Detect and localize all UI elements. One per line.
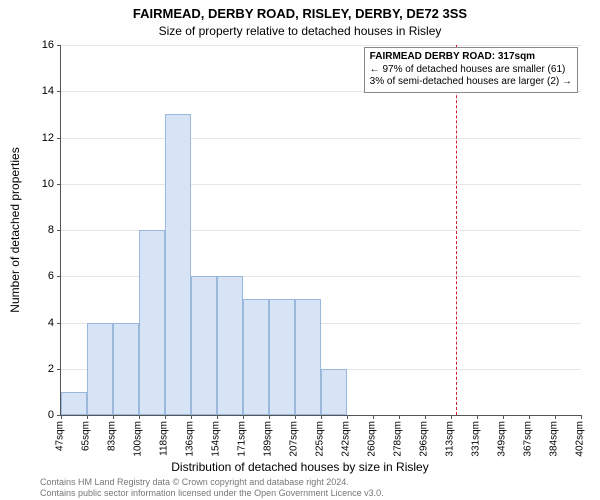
- ytick-mark: [57, 45, 61, 46]
- xtick-label: 384sqm: [549, 421, 560, 457]
- ytick-mark: [57, 323, 61, 324]
- xtick-mark: [373, 415, 374, 419]
- xtick-mark: [269, 415, 270, 419]
- legend-line2: 3% of semi-detached houses are larger (2…: [370, 76, 572, 89]
- xtick-mark: [191, 415, 192, 419]
- histogram-bar: [61, 392, 87, 415]
- footer-attribution: Contains HM Land Registry data © Crown c…: [40, 477, 384, 498]
- xtick-mark: [347, 415, 348, 419]
- xtick-mark: [321, 415, 322, 419]
- xtick-label: 349sqm: [497, 421, 508, 457]
- xtick-mark: [451, 415, 452, 419]
- xtick-mark: [165, 415, 166, 419]
- histogram-bar: [165, 114, 191, 415]
- ytick-label: 16: [24, 39, 54, 51]
- xtick-mark: [555, 415, 556, 419]
- xtick-label: 118sqm: [159, 421, 170, 456]
- xtick-label: 242sqm: [341, 421, 352, 457]
- ytick-label: 8: [24, 224, 54, 236]
- footer-line1: Contains HM Land Registry data © Crown c…: [40, 477, 384, 487]
- ytick-label: 4: [24, 317, 54, 329]
- ytick-label: 10: [24, 178, 54, 190]
- chart-title-sub: Size of property relative to detached ho…: [0, 24, 600, 38]
- xtick-mark: [217, 415, 218, 419]
- histogram-bar: [139, 230, 165, 415]
- ytick-mark: [57, 138, 61, 139]
- xtick-label: 136sqm: [185, 421, 196, 457]
- xtick-mark: [581, 415, 582, 419]
- xtick-label: 402sqm: [575, 421, 586, 457]
- xtick-label: 260sqm: [367, 421, 378, 457]
- histogram-bar: [87, 323, 113, 416]
- histogram-bar: [295, 299, 321, 415]
- xtick-label: 65sqm: [81, 421, 92, 451]
- legend-line1: ← 97% of detached houses are smaller (61…: [370, 64, 572, 77]
- xtick-mark: [425, 415, 426, 419]
- histogram-bar: [113, 323, 139, 416]
- xtick-mark: [139, 415, 140, 419]
- legend-box: FAIRMEAD DERBY ROAD: 317sqm← 97% of deta…: [364, 47, 578, 93]
- xtick-label: 154sqm: [211, 421, 222, 457]
- xtick-label: 313sqm: [445, 421, 456, 457]
- histogram-bar: [269, 299, 295, 415]
- ytick-label: 6: [24, 270, 54, 282]
- histogram-bar: [191, 276, 217, 415]
- xtick-mark: [61, 415, 62, 419]
- gridline: [61, 45, 581, 46]
- ytick-mark: [57, 184, 61, 185]
- xtick-mark: [529, 415, 530, 419]
- xtick-label: 296sqm: [419, 421, 430, 457]
- reference-line: [456, 45, 457, 415]
- legend-title: FAIRMEAD DERBY ROAD: 317sqm: [370, 51, 572, 64]
- y-axis-label: Number of detached properties: [8, 147, 22, 312]
- ytick-label: 2: [24, 363, 54, 375]
- ytick-label: 14: [24, 85, 54, 97]
- xtick-label: 225sqm: [315, 421, 326, 457]
- xtick-mark: [87, 415, 88, 419]
- ytick-mark: [57, 91, 61, 92]
- chart-title-main: FAIRMEAD, DERBY ROAD, RISLEY, DERBY, DE7…: [0, 6, 600, 21]
- xtick-label: 83sqm: [107, 421, 118, 451]
- xtick-label: 367sqm: [523, 421, 534, 457]
- xtick-mark: [243, 415, 244, 419]
- histogram-bar: [243, 299, 269, 415]
- xtick-label: 278sqm: [393, 421, 404, 457]
- xtick-label: 171sqm: [237, 421, 248, 457]
- plot-area: [60, 45, 581, 416]
- ytick-mark: [57, 230, 61, 231]
- xtick-label: 47sqm: [55, 421, 66, 451]
- gridline: [61, 184, 581, 185]
- xtick-label: 207sqm: [289, 421, 300, 457]
- footer-line2: Contains public sector information licen…: [40, 488, 384, 498]
- xtick-mark: [477, 415, 478, 419]
- gridline: [61, 138, 581, 139]
- xtick-mark: [113, 415, 114, 419]
- ytick-label: 12: [24, 132, 54, 144]
- histogram-bar: [321, 369, 347, 415]
- ytick-label: 0: [24, 409, 54, 421]
- xtick-label: 331sqm: [471, 421, 482, 457]
- xtick-mark: [399, 415, 400, 419]
- histogram-bar: [217, 276, 243, 415]
- ytick-mark: [57, 369, 61, 370]
- ytick-mark: [57, 276, 61, 277]
- xtick-mark: [503, 415, 504, 419]
- xtick-label: 189sqm: [263, 421, 274, 457]
- xtick-mark: [295, 415, 296, 419]
- xtick-label: 100sqm: [133, 421, 144, 457]
- x-axis-label: Distribution of detached houses by size …: [0, 460, 600, 474]
